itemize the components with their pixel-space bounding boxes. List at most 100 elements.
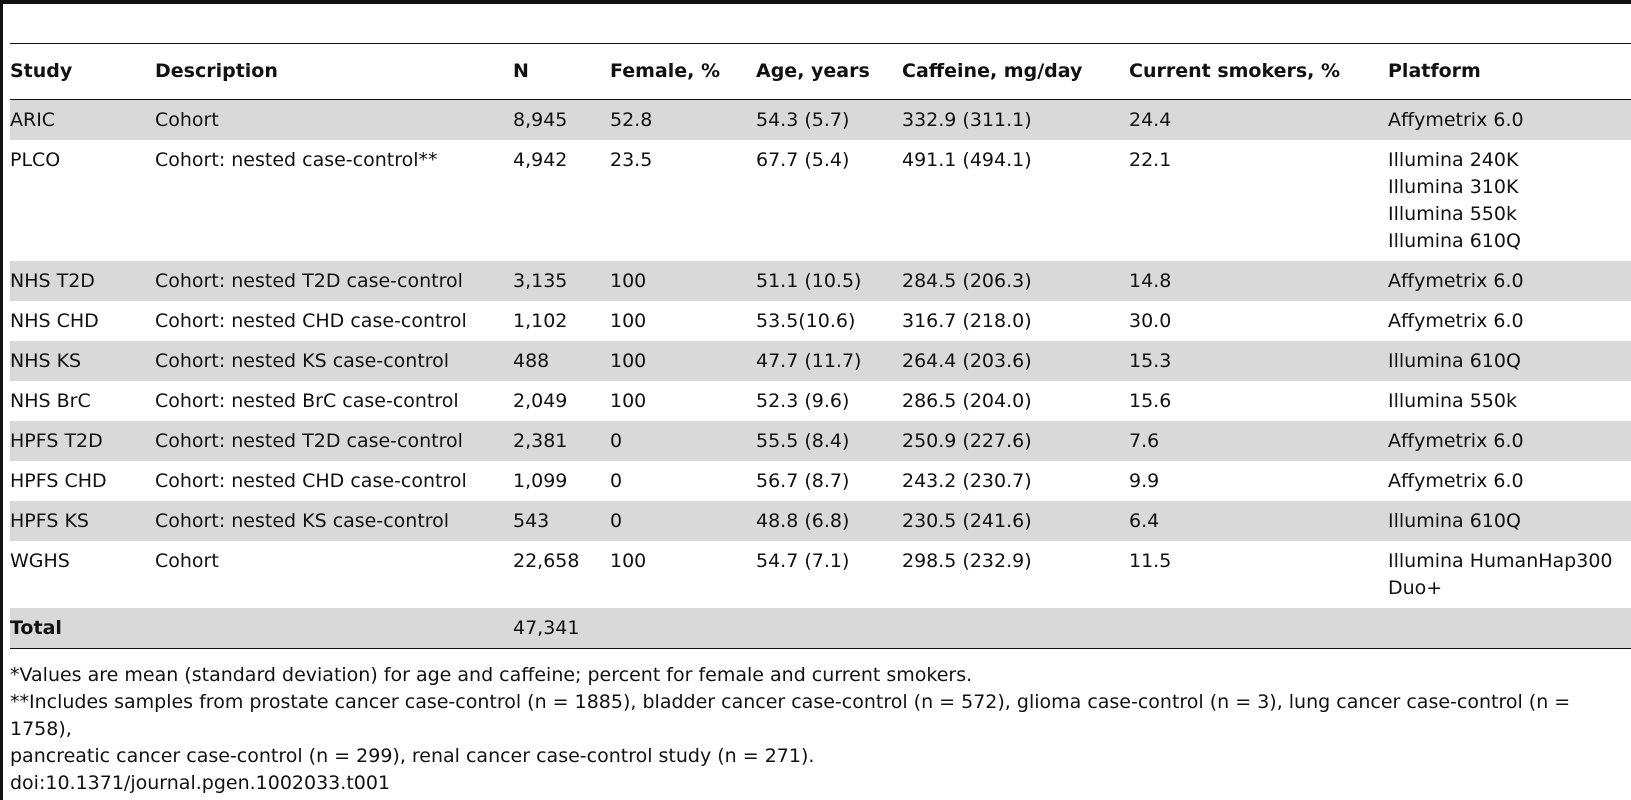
platform-line: Illumina 310K	[1388, 176, 1519, 198]
cell-platform: Affymetrix 6.0	[1388, 461, 1631, 501]
cell-female: 100	[610, 550, 647, 572]
table-row: ARIC Cohort 8,945 52.8 54.3 (5.7) 332.9 (311.…	[10, 99, 1631, 140]
cell-description: Cohort: nested KS case-control	[155, 510, 450, 532]
cell-caffeine: 286.5 (204.0)	[902, 390, 1032, 412]
header-smokers: Current smokers, %	[1129, 60, 1341, 82]
total-female	[610, 608, 756, 649]
cell-age: 47.7 (11.7)	[756, 350, 862, 372]
total-caffeine	[902, 608, 1129, 649]
table-row: WGHS Cohort 22,658 100 54.7 (7.1) 298.5 (232.…	[10, 541, 1631, 608]
cell-description: Cohort: nested BrC case-control	[155, 390, 459, 412]
cell-caffeine: 491.1 (494.1)	[902, 149, 1032, 171]
table-row: HPFS T2D Cohort: nested T2D case-control 2…	[10, 421, 1631, 461]
table-row: NHS T2D Cohort: nested T2D case-control 3,…	[10, 261, 1631, 301]
cell-caffeine: 230.5 (241.6)	[902, 510, 1032, 532]
platform-line: Illumina 610Q	[1388, 230, 1521, 252]
cell-smokers: 24.4	[1129, 109, 1172, 131]
cell-platform: Affymetrix 6.0	[1388, 301, 1631, 341]
cell-smokers: 30.0	[1129, 310, 1172, 332]
table-header: Study Description N Female, % Age, years…	[10, 43, 1631, 100]
cell-description: Cohort: nested T2D case-control	[155, 430, 463, 452]
header-row: Study Description N Female, % Age, years…	[10, 43, 1631, 100]
platform-line: Affymetrix 6.0	[1388, 310, 1524, 332]
cell-description: Cohort: nested CHD case-control	[155, 310, 467, 332]
doi-label: doi:10.1371/journal.pgen.1002033.t001	[10, 772, 391, 794]
cell-n: 3,135	[513, 270, 568, 292]
header-description: Description	[155, 60, 278, 82]
cell-female: 23.5	[610, 149, 653, 171]
cell-platform: Illumina HumanHap300 Duo+	[1388, 541, 1631, 608]
table-row: HPFS CHD Cohort: nested CHD case-control 1…	[10, 461, 1631, 501]
cell-smokers: 14.8	[1129, 270, 1172, 292]
cell-female: 100	[610, 310, 647, 332]
cell-age: 54.3 (5.7)	[756, 109, 850, 131]
header-caffeine: Caffeine, mg/day	[902, 60, 1083, 82]
footnote-includes-line1: **Includes samples from prostate cancer …	[10, 691, 1571, 740]
cell-age: 54.7 (7.1)	[756, 550, 850, 572]
cell-female: 100	[610, 350, 647, 372]
platform-line: Illumina 240K	[1388, 149, 1519, 171]
cell-caffeine: 250.9 (227.6)	[902, 430, 1032, 452]
cell-study: NHS BrC	[10, 390, 91, 412]
cell-study: ARIC	[10, 109, 56, 131]
cell-platform: Affymetrix 6.0	[1388, 261, 1631, 301]
header-age: Age, years	[756, 60, 870, 82]
cell-caffeine: 284.5 (206.3)	[902, 270, 1032, 292]
cell-study: NHS CHD	[10, 310, 99, 332]
footnote-includes-line2: pancreatic cancer case-control (n = 299)…	[10, 745, 815, 767]
cell-study: NHS KS	[10, 350, 82, 372]
cell-smokers: 15.3	[1129, 350, 1172, 372]
table-row: NHS KS Cohort: nested KS case-control 488 1…	[10, 341, 1631, 381]
cell-platform: Illumina 610Q	[1388, 341, 1631, 381]
cell-caffeine: 298.5 (232.9)	[902, 550, 1032, 572]
cell-age: 56.7 (8.7)	[756, 470, 850, 492]
platform-line: Illumina HumanHap300	[1388, 550, 1613, 572]
left-border-rule	[0, 0, 3, 800]
cell-study: NHS T2D	[10, 270, 95, 292]
cell-n: 22,658	[513, 550, 580, 572]
platform-line: Illumina 610Q	[1388, 510, 1521, 532]
cell-n: 1,099	[513, 470, 568, 492]
cell-smokers: 15.6	[1129, 390, 1172, 412]
table-row: NHS CHD Cohort: nested CHD case-control 1,…	[10, 301, 1631, 341]
cell-platform: Illumina 610Q	[1388, 501, 1631, 541]
cell-female: 0	[610, 430, 623, 452]
cell-platform: Illumina 550k	[1388, 381, 1631, 421]
total-platform	[1388, 608, 1631, 649]
header-n: N	[513, 60, 529, 82]
cell-smokers: 22.1	[1129, 149, 1172, 171]
total-row: Total 47,341	[10, 608, 1631, 649]
study-table-container: Study Description N Female, % Age, years…	[10, 43, 1631, 649]
platform-line: Illumina 550k	[1388, 390, 1517, 412]
total-description	[155, 608, 513, 649]
cell-female: 0	[610, 470, 623, 492]
cell-caffeine: 243.2 (230.7)	[902, 470, 1032, 492]
cell-smokers: 7.6	[1129, 430, 1160, 452]
cell-n: 488	[513, 350, 550, 372]
cell-study: HPFS T2D	[10, 430, 103, 452]
cell-description: Cohort: nested KS case-control	[155, 350, 450, 372]
cell-age: 53.5(10.6)	[756, 310, 856, 332]
cell-caffeine: 264.4 (203.6)	[902, 350, 1032, 372]
cell-age: 52.3 (9.6)	[756, 390, 850, 412]
cell-age: 51.1 (10.5)	[756, 270, 862, 292]
cell-age: 67.7 (5.4)	[756, 149, 850, 171]
cell-description: Cohort: nested case-control**	[155, 149, 438, 171]
cell-n: 543	[513, 510, 550, 532]
cell-female: 52.8	[610, 109, 653, 131]
study-characteristics-table: Study Description N Female, % Age, years…	[10, 43, 1631, 649]
top-border-rule	[0, 0, 1631, 4]
header-platform: Platform	[1388, 60, 1481, 82]
header-female: Female, %	[610, 60, 720, 82]
cell-platform: Affymetrix 6.0	[1388, 421, 1631, 461]
cell-female: 100	[610, 270, 647, 292]
footnote-values: *Values are mean (standard deviation) fo…	[10, 664, 973, 686]
total-age	[756, 608, 902, 649]
cell-caffeine: 332.9 (311.1)	[902, 109, 1032, 131]
cell-description: Cohort: nested CHD case-control	[155, 470, 467, 492]
cell-female: 0	[610, 510, 623, 532]
cell-n: 8,945	[513, 109, 568, 131]
cell-n: 2,381	[513, 430, 568, 452]
cell-age: 55.5 (8.4)	[756, 430, 850, 452]
table-row: NHS BrC Cohort: nested BrC case-control 2,…	[10, 381, 1631, 421]
